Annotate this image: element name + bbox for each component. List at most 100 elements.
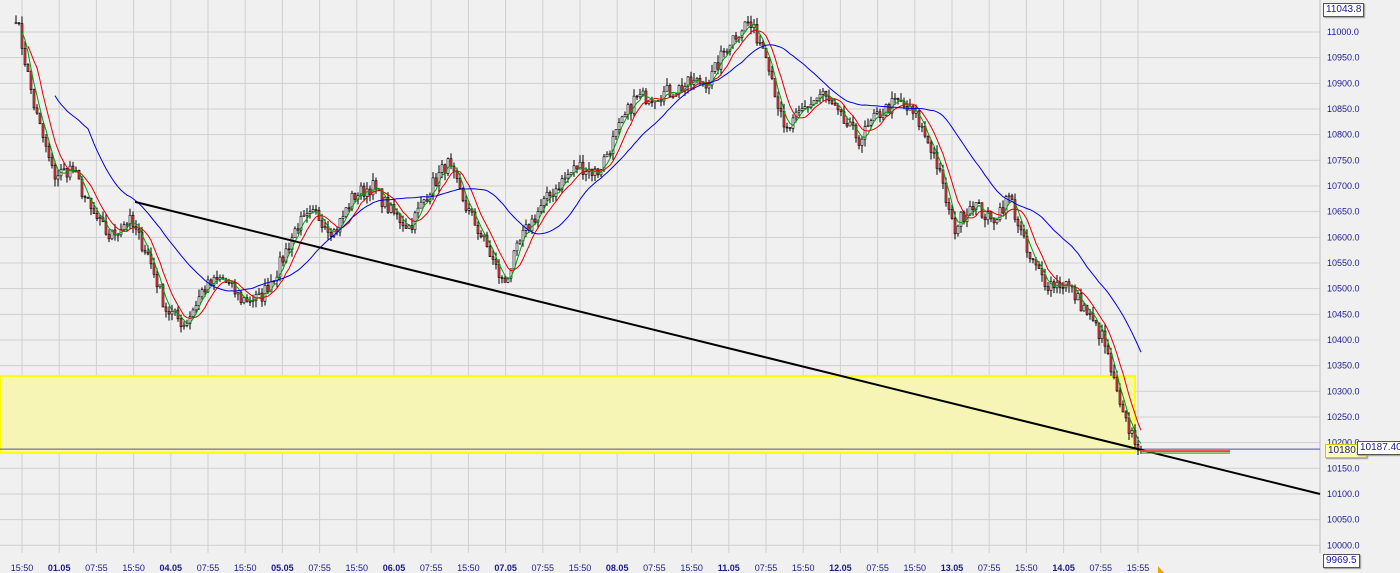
support-zone [0,374,1136,454]
candle [401,222,405,227]
candle [86,197,90,199]
candle [17,22,21,25]
x-tick-label: 15:50 [904,563,927,573]
candle [1016,218,1020,227]
candle [296,228,300,231]
candle [680,85,684,92]
x-tick-label: 07:55 [197,563,220,573]
candle [866,124,870,128]
x-tick-label: 12.05 [829,563,852,573]
candle [419,201,423,209]
candle [635,95,639,98]
candle [872,112,876,122]
candle [779,107,783,112]
candle [560,178,564,190]
candle [26,64,30,72]
x-tick-label: 07.05 [494,563,517,573]
candle [278,256,282,278]
candle [818,94,822,99]
candle [416,207,420,214]
candle [182,325,186,327]
x-tick-label: 07:55 [420,563,443,573]
candle [788,127,792,129]
candle [395,212,399,215]
candle [1022,229,1026,237]
y-tick-label: 10650.0 [1327,207,1360,217]
candle [518,240,522,244]
candle [248,300,252,303]
candle [41,123,45,138]
candle [1106,345,1110,354]
candle [539,205,543,212]
candle [971,206,975,210]
candle [773,78,777,98]
candle [350,192,354,210]
candle [1028,251,1032,259]
candle [953,218,957,235]
x-tick-label: 15:50 [1015,563,1038,573]
candle [311,209,315,213]
x-tick-label: 07:55 [85,563,108,573]
candle [920,125,924,128]
candle [170,311,174,315]
candle [167,310,171,315]
candle [614,129,618,137]
candle [104,221,108,235]
candle [776,96,780,109]
x-tick-label: 15:50 [569,563,592,573]
candle [743,21,747,32]
candle [461,188,465,202]
candle [155,273,159,288]
x-tick-label: 15:50 [11,563,34,573]
time-marker-icon [1158,566,1164,573]
candle [203,289,207,293]
candle [608,153,612,155]
candle [1001,207,1005,214]
candle [944,182,948,203]
x-tick-label: 07:55 [532,563,555,573]
candle [662,90,666,102]
candle [1052,281,1056,289]
candle [755,23,759,44]
candle [293,228,297,239]
candle [632,95,636,114]
candle [542,198,546,206]
min-price-label: 9969.5 [1323,554,1360,568]
candle [962,211,966,223]
candle [89,197,93,210]
candle [35,107,39,114]
x-tick-label: 05.05 [271,563,294,573]
candle [71,165,75,171]
candle [44,137,48,147]
candle [569,172,573,175]
candle [47,145,51,158]
x-tick-label: 15:50 [346,563,369,573]
candle [1115,377,1119,392]
candle [62,168,66,170]
candle [503,277,507,283]
candle [800,108,804,111]
candle [83,196,87,198]
candle [611,136,615,154]
candle [146,251,150,255]
candle [38,112,42,125]
candle [980,202,984,218]
candle [932,151,936,154]
candle [617,122,621,130]
candle [431,177,435,196]
candle [446,158,450,174]
candle [983,216,987,221]
candle [713,62,717,72]
candle [1082,304,1086,312]
candle [869,120,873,126]
candle [332,229,336,237]
x-tick-label: 14.05 [1052,563,1075,573]
candle [638,93,642,98]
candle [200,289,204,298]
candle [665,85,669,92]
candle [719,50,723,70]
candle [557,188,561,191]
candle [689,76,693,85]
candle [536,211,540,223]
